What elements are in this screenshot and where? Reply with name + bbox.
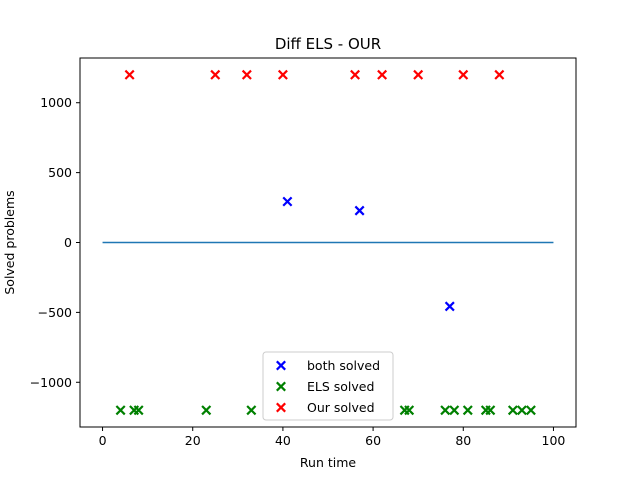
legend-marker — [276, 402, 286, 413]
y-tick-label: −1000 — [30, 375, 72, 390]
data-point — [201, 405, 212, 416]
x-tick-label: 20 — [185, 433, 201, 448]
legend-label: ELS solved — [307, 379, 374, 394]
chart-title: Diff ELS - OUR — [275, 35, 381, 53]
y-tick-label: 500 — [48, 165, 72, 180]
data-point — [241, 69, 252, 80]
data-point — [377, 69, 388, 80]
data-point — [124, 69, 135, 80]
data-point — [246, 405, 257, 416]
x-tick-label: 100 — [542, 433, 566, 448]
x-tick-label: 80 — [455, 433, 471, 448]
legend-marker — [276, 360, 286, 371]
data-point — [440, 405, 451, 416]
y-tick-label: −500 — [38, 305, 72, 320]
data-point — [444, 301, 455, 312]
legend-entry: Our solved — [276, 400, 375, 415]
legend: both solved ELS solved Our solved — [262, 351, 394, 421]
data-point — [282, 196, 293, 207]
x-tick-label: 60 — [365, 433, 381, 448]
data-point — [404, 405, 415, 416]
x-axis-label: Run time — [300, 455, 356, 470]
y-axis-label: Solved problems — [2, 190, 17, 294]
y-tick-label: 1000 — [40, 95, 72, 110]
x-tick-label: 0 — [99, 433, 107, 448]
series-ELS-solved — [115, 405, 536, 416]
legend-entry: both solved — [276, 358, 380, 373]
data-point — [449, 405, 460, 416]
legend-label: Our solved — [307, 400, 375, 415]
data-point — [277, 69, 288, 80]
data-point — [354, 205, 365, 216]
y-tick-label: 0 — [64, 235, 72, 250]
legend-marker — [276, 381, 286, 392]
plot-frame — [79, 57, 577, 428]
data-point — [507, 405, 518, 416]
legend-box — [262, 351, 394, 421]
data-point — [210, 69, 221, 80]
data-point — [458, 69, 469, 80]
data-point — [494, 69, 505, 80]
data-point — [133, 405, 144, 416]
legend-entry: ELS solved — [276, 379, 374, 394]
legend-label: both solved — [307, 358, 380, 373]
series-Our-solved — [124, 69, 505, 80]
data-point — [350, 69, 361, 80]
data-point — [413, 69, 424, 80]
data-point — [525, 405, 536, 416]
data-point — [462, 405, 473, 416]
data-point — [115, 405, 126, 416]
data-point — [485, 405, 496, 416]
x-tick-label: 40 — [275, 433, 291, 448]
data-point — [516, 405, 527, 416]
series-both-solved — [282, 196, 455, 312]
